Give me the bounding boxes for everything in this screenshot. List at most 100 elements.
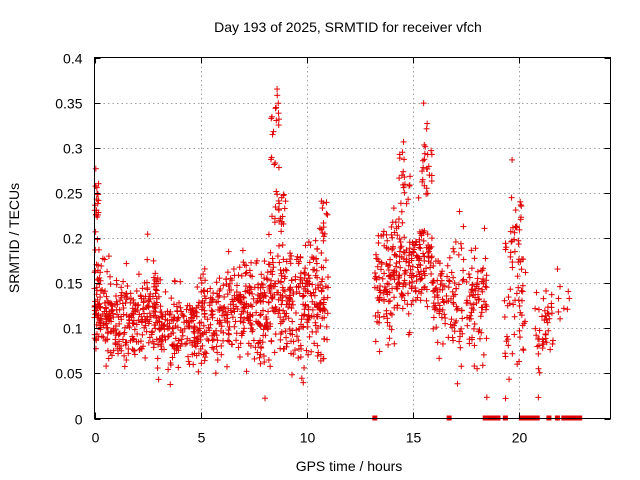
data-point bbox=[273, 188, 280, 195]
data-point bbox=[406, 239, 413, 246]
data-point bbox=[455, 251, 462, 258]
data-point bbox=[95, 262, 102, 269]
data-point bbox=[428, 253, 435, 260]
data-point bbox=[516, 302, 523, 309]
data-point bbox=[522, 269, 529, 276]
data-point bbox=[468, 305, 475, 312]
data-point bbox=[313, 267, 320, 274]
data-point bbox=[201, 329, 208, 336]
data-point bbox=[231, 296, 238, 303]
data-point bbox=[482, 255, 489, 262]
data-point bbox=[145, 303, 152, 310]
data-point bbox=[210, 329, 217, 336]
data-point bbox=[259, 291, 266, 298]
data-point bbox=[325, 274, 332, 281]
data-point bbox=[282, 273, 289, 280]
data-point bbox=[503, 338, 510, 345]
data-point bbox=[281, 345, 288, 352]
data-point bbox=[224, 269, 231, 276]
data-point bbox=[157, 325, 164, 332]
y-tick-label: 0.05 bbox=[55, 366, 82, 382]
data-point bbox=[96, 319, 103, 326]
data-point bbox=[322, 257, 329, 264]
data-point bbox=[226, 287, 233, 294]
data-point bbox=[446, 254, 453, 261]
data-point bbox=[115, 314, 122, 321]
data-point bbox=[400, 138, 407, 145]
data-point bbox=[421, 272, 428, 279]
data-point bbox=[374, 263, 381, 270]
data-point bbox=[199, 297, 206, 304]
data-point bbox=[230, 305, 237, 312]
data-point bbox=[439, 306, 446, 313]
data-point bbox=[272, 160, 279, 167]
data-point bbox=[293, 327, 300, 334]
data-point bbox=[275, 164, 282, 171]
data-point bbox=[532, 325, 539, 332]
data-point bbox=[122, 341, 129, 348]
data-point bbox=[244, 350, 251, 357]
data-point bbox=[302, 283, 309, 290]
data-point bbox=[501, 297, 508, 304]
data-point bbox=[436, 355, 443, 362]
data-point bbox=[269, 295, 276, 302]
data-point bbox=[267, 282, 274, 289]
data-point bbox=[416, 271, 423, 278]
data-point bbox=[238, 330, 245, 337]
y-tick-label: 0.3 bbox=[63, 141, 83, 157]
data-point bbox=[479, 362, 486, 369]
data-point bbox=[154, 365, 161, 372]
data-point bbox=[293, 333, 300, 340]
data-point bbox=[96, 300, 103, 307]
data-point bbox=[149, 328, 156, 335]
data-point bbox=[474, 268, 481, 275]
data-point bbox=[174, 308, 181, 315]
data-point bbox=[460, 276, 467, 283]
y-tick-label: 0.1 bbox=[63, 321, 83, 337]
data-point bbox=[413, 278, 420, 285]
data-point bbox=[320, 264, 327, 271]
data-point bbox=[404, 301, 411, 308]
data-point bbox=[466, 293, 473, 300]
data-point bbox=[121, 324, 128, 331]
data-point bbox=[127, 299, 134, 306]
data-point bbox=[257, 343, 264, 350]
data-point bbox=[439, 340, 446, 347]
data-point bbox=[460, 256, 467, 263]
data-point bbox=[248, 321, 255, 328]
data-point bbox=[172, 322, 179, 329]
data-point bbox=[199, 342, 206, 349]
data-point bbox=[95, 246, 102, 253]
data-point bbox=[105, 315, 112, 322]
data-point bbox=[450, 245, 457, 252]
data-point bbox=[395, 216, 402, 223]
data-point bbox=[257, 337, 264, 344]
data-point bbox=[539, 345, 546, 352]
data-point bbox=[375, 239, 382, 246]
data-point bbox=[468, 247, 475, 254]
data-point bbox=[246, 267, 253, 274]
data-point bbox=[540, 340, 547, 347]
data-point bbox=[155, 376, 162, 383]
data-point bbox=[181, 325, 188, 332]
data-point bbox=[106, 273, 113, 280]
data-point bbox=[379, 275, 386, 282]
y-axis-label: SRMTID / TECUs bbox=[6, 183, 22, 293]
data-point bbox=[511, 331, 518, 338]
data-point bbox=[469, 281, 476, 288]
data-point bbox=[314, 352, 321, 359]
data-point bbox=[229, 341, 236, 348]
data-point bbox=[414, 294, 421, 301]
data-point bbox=[397, 200, 404, 207]
data-point bbox=[402, 281, 409, 288]
data-point bbox=[463, 300, 470, 307]
data-point bbox=[557, 315, 564, 322]
data-point bbox=[162, 336, 169, 343]
data-point bbox=[423, 191, 430, 198]
data-point bbox=[263, 275, 270, 282]
data-point bbox=[246, 290, 253, 297]
data-point bbox=[149, 338, 156, 345]
data-point bbox=[451, 322, 458, 329]
data-point bbox=[96, 281, 103, 288]
data-point bbox=[99, 286, 106, 293]
